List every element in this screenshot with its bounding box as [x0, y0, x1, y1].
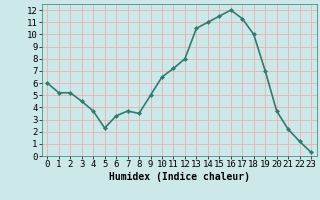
X-axis label: Humidex (Indice chaleur): Humidex (Indice chaleur)	[109, 172, 250, 182]
